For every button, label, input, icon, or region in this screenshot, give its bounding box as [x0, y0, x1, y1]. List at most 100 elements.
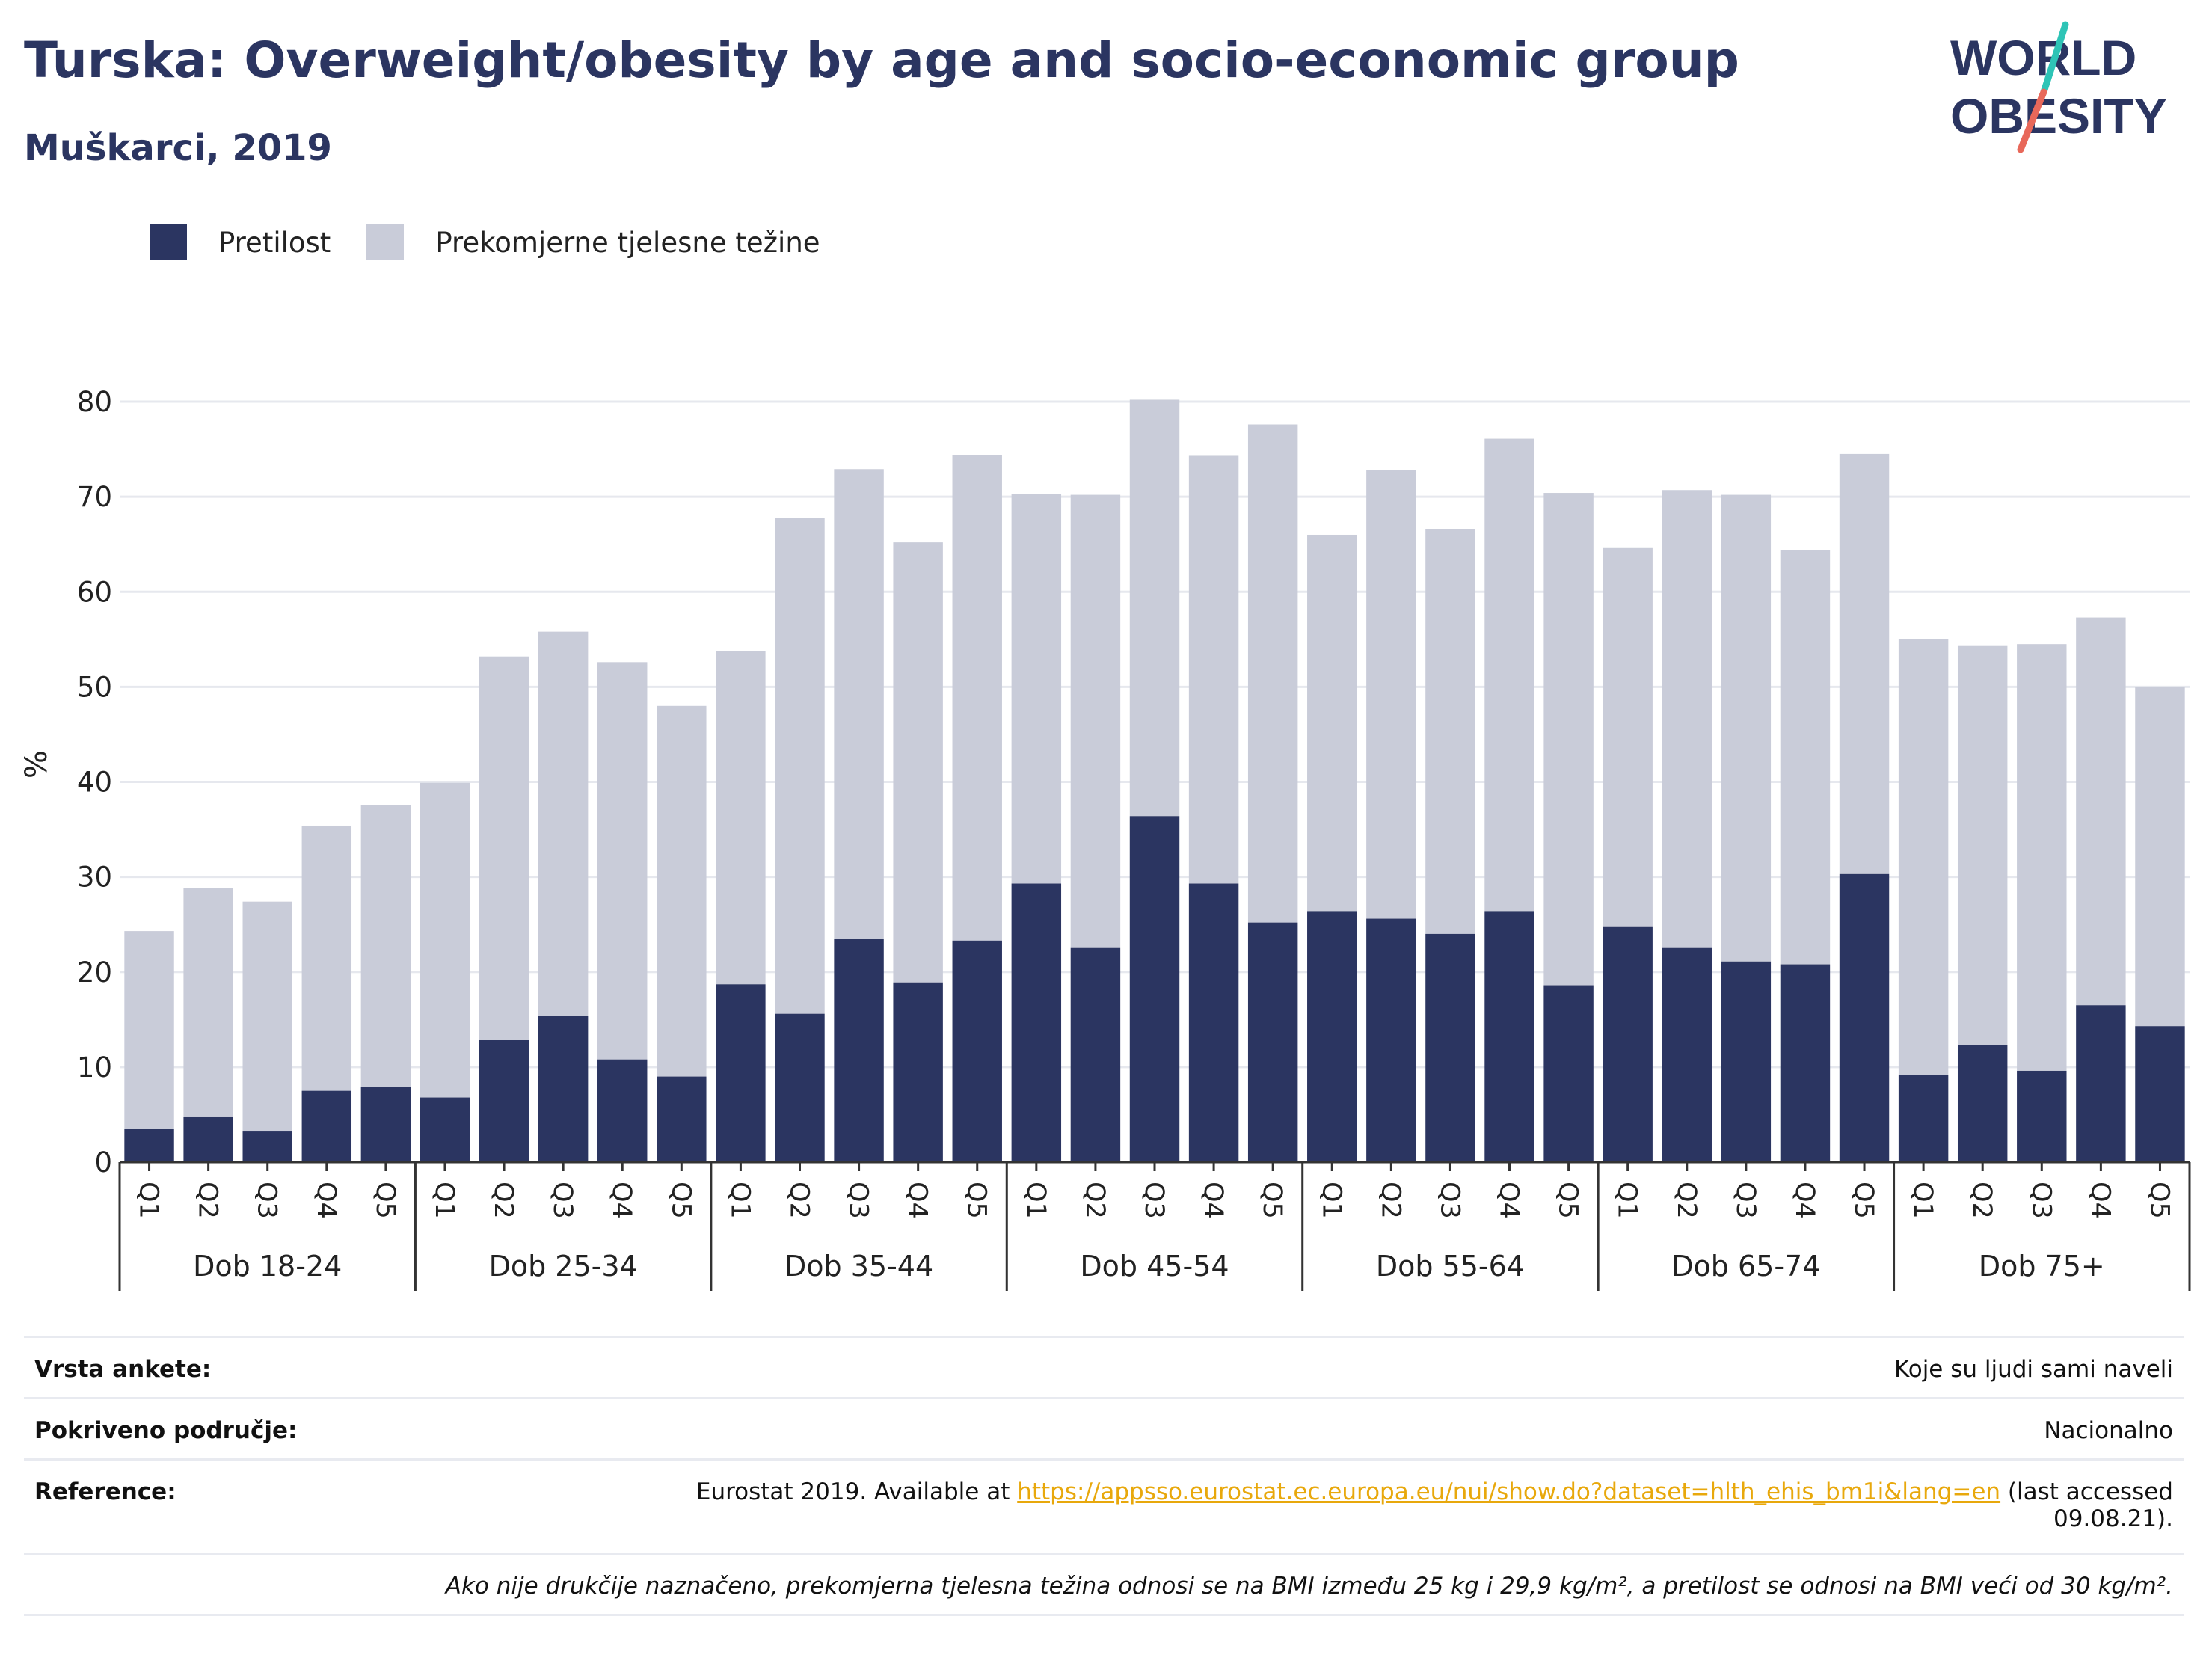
- bar-obesity: [2076, 1005, 2126, 1162]
- bar-obesity: [716, 984, 766, 1162]
- bar-obesity: [657, 1076, 707, 1162]
- legend-item-overweight: Prekomjerne tjelesne težine: [366, 224, 820, 260]
- x-tick-label-quintile: Q4: [311, 1182, 341, 1219]
- bar-overweight: [1721, 494, 1772, 962]
- chart-legend: Pretilost Prekomjerne tjelesne težine: [150, 223, 856, 262]
- bar-overweight: [1307, 534, 1357, 912]
- world-obesity-logo: WORLD OBESITY: [1950, 21, 2167, 153]
- x-tick-label-quintile: Q1: [134, 1182, 164, 1219]
- bar-overweight: [952, 455, 1002, 941]
- bar-overweight: [1188, 455, 1239, 884]
- bar-obesity: [775, 1013, 825, 1162]
- bar-obesity: [538, 1016, 589, 1162]
- x-group-label: Dob 25-34: [489, 1250, 638, 1283]
- y-tick-labels: 0 10 20 30 40 50 60 70 80: [77, 386, 112, 1179]
- x-tick-label-quintile: Q5: [2144, 1182, 2174, 1219]
- x-tick-label-quintile: Q4: [903, 1182, 933, 1219]
- bar-overweight: [716, 651, 766, 985]
- bar-obesity: [1898, 1075, 1949, 1162]
- bar-obesity: [1247, 922, 1298, 1162]
- bar-obesity: [2135, 1026, 2185, 1162]
- bar-obesity: [1662, 947, 1712, 1162]
- y-tick-label: 30: [77, 862, 112, 894]
- bar-overweight: [301, 825, 352, 1091]
- reference-suffix: (last accessed 09.08.21).: [2000, 1479, 2173, 1532]
- bar-overweight: [242, 901, 292, 1132]
- x-tick-label-quintile: Q2: [1375, 1182, 1405, 1219]
- bar-overweight: [1662, 490, 1712, 948]
- reference-link[interactable]: https://appsso.eurostat.ec.europa.eu/nui…: [1017, 1479, 2001, 1505]
- x-tick-label-quintile: Q1: [1316, 1182, 1346, 1219]
- area-covered-label: Pokriveno područje:: [34, 1417, 298, 1444]
- x-tick-label-quintile: Q3: [547, 1182, 577, 1219]
- x-group-label: Dob 45-54: [1080, 1250, 1229, 1283]
- bar-obesity: [952, 940, 1002, 1162]
- bar-overweight: [1898, 639, 1949, 1075]
- bar-obesity: [2017, 1070, 2067, 1162]
- x-tick-label-quintile: Q2: [784, 1182, 814, 1219]
- bar-obesity: [834, 939, 884, 1162]
- bar-obesity: [1070, 947, 1121, 1162]
- bar-overweight: [1780, 550, 1831, 965]
- bar-overweight: [893, 542, 943, 983]
- bars: [124, 399, 2185, 1162]
- bar-obesity: [1957, 1045, 2008, 1162]
- x-tick-label-quintile: Q1: [429, 1182, 459, 1219]
- reference-value: Eurostat 2019. Available at https://apps…: [580, 1479, 2173, 1532]
- bar-obesity: [1307, 911, 1357, 1162]
- x-tick-label-quintile: Q1: [1021, 1182, 1051, 1219]
- bar-obesity: [1721, 961, 1772, 1162]
- info-row-note: Ako nije drukčije naznačeno, prekomjerna…: [24, 1553, 2184, 1614]
- legend-label-overweight: Prekomjerne tjelesne težine: [435, 226, 820, 259]
- bar-overweight: [1129, 399, 1180, 817]
- info-row-reference: Reference: Eurostat 2019. Available at h…: [24, 1458, 2184, 1553]
- reference-prefix: Eurostat 2019. Available at: [695, 1479, 1018, 1505]
- bar-overweight: [834, 469, 884, 939]
- x-tick-label-quintile: Q2: [1671, 1182, 1701, 1219]
- x-tick-label-quintile: Q1: [1908, 1182, 1938, 1219]
- chart-title: Turska: Overweight/obesity by age and so…: [24, 31, 1739, 89]
- bar-obesity: [1603, 926, 1653, 1162]
- chart-subtitle: Muškarci, 2019: [24, 127, 332, 169]
- x-group-label: Dob 65-74: [1671, 1250, 1820, 1283]
- x-tick-labels: Q1 Q2 Q3 Q4 Q5 Q1 Q2 Q3 Q4 Q5 Q1 Q2 Q3 Q4 Q5 Q1 Q2 Q3 Q4 Q5…: [134, 1182, 2175, 1283]
- x-group-label: Dob 75+: [1979, 1250, 2105, 1283]
- x-tick-label-quintile: Q5: [666, 1182, 695, 1219]
- bar-obesity: [597, 1059, 648, 1162]
- bar-obesity: [1484, 911, 1534, 1162]
- bar-overweight: [1070, 494, 1121, 948]
- bar-overweight: [1011, 494, 1062, 884]
- bar-overweight: [2076, 617, 2126, 1006]
- x-tick-label-quintile: Q3: [1139, 1182, 1169, 1219]
- x-tick-label-quintile: Q5: [1849, 1182, 1878, 1219]
- bar-obesity: [1780, 964, 1831, 1162]
- logo-accent-coral: [2017, 88, 2047, 153]
- bar-obesity: [1839, 873, 1890, 1162]
- bar-overweight: [1366, 470, 1416, 919]
- bar-obesity: [1425, 933, 1475, 1162]
- logo-accent-teal: [2040, 21, 2069, 96]
- x-tick-label-quintile: Q4: [2085, 1182, 2115, 1219]
- x-group-label: Dob 55-64: [1376, 1250, 1525, 1283]
- x-tick-label-quintile: Q5: [1257, 1182, 1287, 1219]
- x-tick-label-quintile: Q5: [962, 1182, 992, 1219]
- bar-obesity: [1011, 883, 1062, 1162]
- x-tick-label-quintile: Q3: [2026, 1182, 2056, 1219]
- x-tick-label-quintile: Q2: [1967, 1182, 1997, 1219]
- y-tick-label: 80: [77, 386, 112, 418]
- axes: [118, 1161, 2191, 1291]
- x-tick-label-quintile: Q2: [488, 1182, 518, 1219]
- y-tick-label: 20: [77, 957, 112, 989]
- area-covered-value: Nacionalno: [2044, 1417, 2173, 1444]
- info-table: Vrsta ankete: Koje su ljudi sami naveli …: [24, 1336, 2184, 1616]
- y-tick-label: 10: [77, 1051, 112, 1084]
- survey-type-value: Koje su ljudi sami naveli: [1893, 1356, 2173, 1383]
- bar-overweight: [775, 518, 825, 1014]
- bar-overweight: [597, 662, 648, 1060]
- x-tick-label-quintile: Q3: [1434, 1182, 1464, 1219]
- bar-overweight: [1957, 645, 2008, 1045]
- survey-type-label: Vrsta ankete:: [34, 1356, 212, 1383]
- info-bottom-border: [24, 1614, 2184, 1616]
- y-tick-label: 40: [77, 767, 112, 799]
- bar-overweight: [1484, 438, 1534, 912]
